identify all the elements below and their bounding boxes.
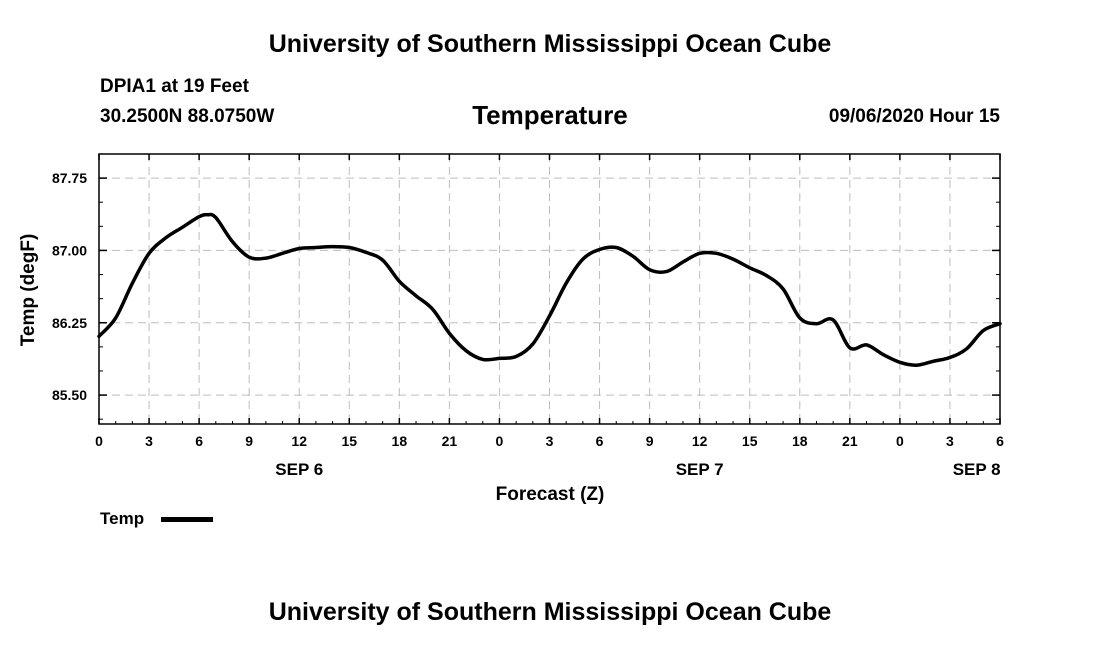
grid-layer [99, 154, 1000, 424]
date-label: SEP 6 [275, 460, 323, 479]
x-tick-label: 21 [842, 433, 858, 449]
x-axis-label: Forecast (Z) [496, 484, 605, 505]
series-line-temp [97, 212, 1002, 367]
y-tick-label: 87.75 [52, 170, 87, 186]
page-title: University of Southern Mississippi Ocean… [268, 30, 832, 58]
coordinates-label: 30.2500N 88.0750W [100, 106, 275, 127]
x-tick-label: 15 [742, 433, 758, 449]
x-tick-label: 6 [596, 433, 604, 449]
plot-frame [98, 153, 1001, 425]
chart-title: Temperature [472, 100, 628, 130]
x-tick-label: 3 [145, 433, 153, 449]
x-tick-label: 6 [195, 433, 203, 449]
y-tick-label: 85.50 [52, 387, 87, 403]
x-tick-label: 6 [996, 433, 1004, 449]
footer-title: University of Southern Mississippi Ocean… [268, 598, 832, 626]
x-tick-label: 3 [946, 433, 954, 449]
x-tick-label: 0 [896, 433, 904, 449]
y-axis-label: Temp (degF) [18, 234, 39, 347]
x-tick-label: 0 [95, 433, 103, 449]
y-tick-label: 86.25 [52, 315, 87, 331]
x-tick-label: 12 [692, 433, 708, 449]
date-label: SEP 7 [676, 460, 724, 479]
label-layer: 0 3 6 9 12 15 18 21 0 3 6 9 12 15 18 21 0 3 6 85.50 86.25 87.… [52, 170, 1004, 479]
legend-line-swatch [161, 517, 213, 522]
x-tick-label: 9 [646, 433, 654, 449]
x-tick-label: 18 [792, 433, 808, 449]
x-tick-label: 12 [291, 433, 307, 449]
timestamp-label: 09/06/2020 Hour 15 [828, 106, 1000, 127]
x-tick-label: 3 [546, 433, 554, 449]
x-tick-label: 18 [392, 433, 408, 449]
x-tick-label: 21 [442, 433, 458, 449]
station-label: DPIA1 at 19 Feet [100, 76, 249, 97]
legend-label: Temp [100, 509, 145, 528]
date-label: SEP 8 [953, 460, 1001, 479]
x-tick-label: 15 [341, 433, 357, 449]
x-tick-label: 0 [496, 433, 504, 449]
y-tick-label: 87.00 [52, 242, 87, 258]
x-tick-label: 9 [245, 433, 253, 449]
